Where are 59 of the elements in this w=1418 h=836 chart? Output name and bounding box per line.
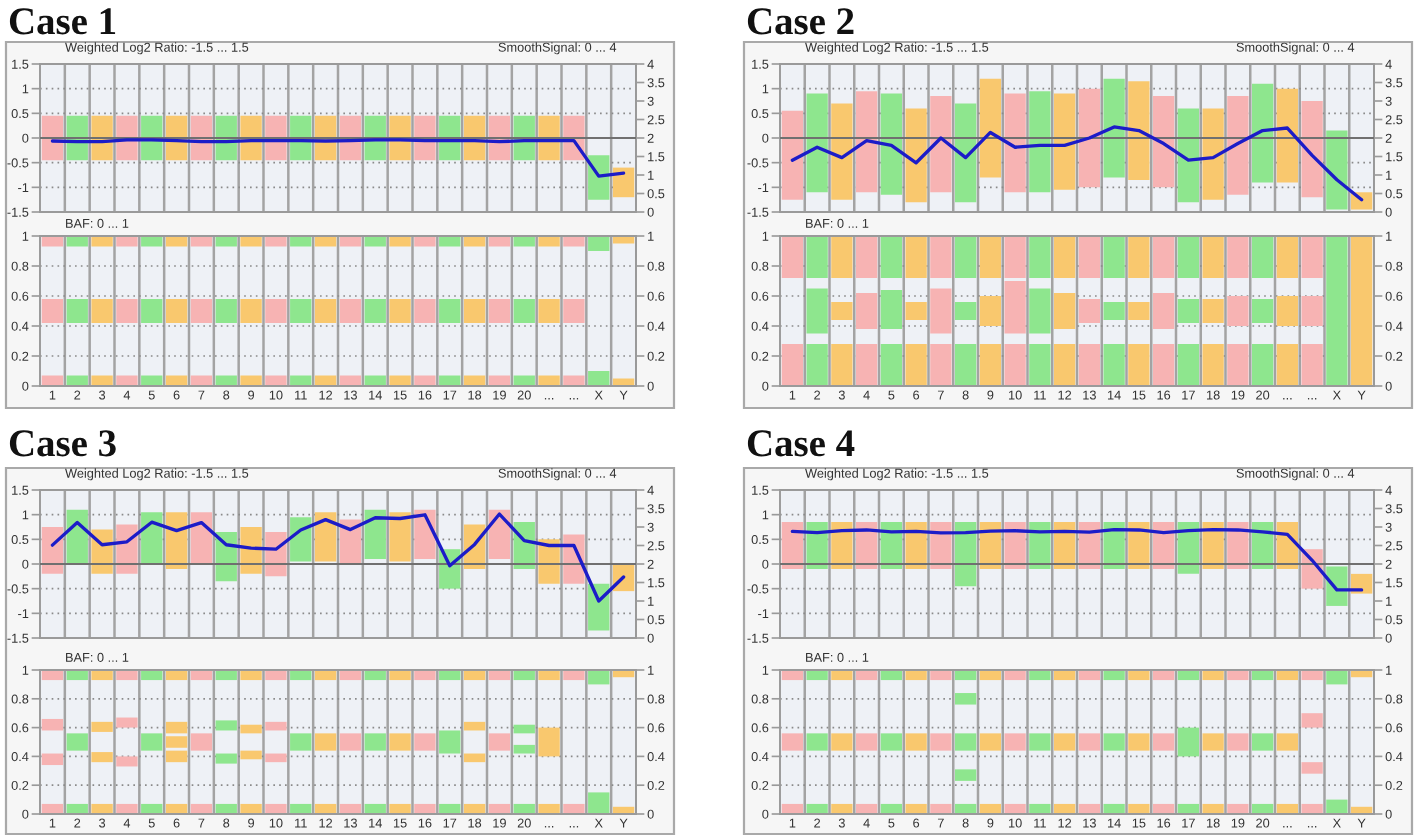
bar: [290, 517, 312, 562]
bar: [439, 730, 461, 754]
bar: [190, 299, 213, 323]
bar: [979, 78, 1002, 178]
bar: [463, 753, 486, 763]
bar: [1078, 88, 1101, 188]
bar: [1053, 93, 1076, 190]
bar: [954, 103, 977, 203]
bar: [1276, 88, 1299, 183]
bar: [1301, 101, 1323, 198]
bar: [91, 752, 113, 763]
bar: [116, 299, 138, 323]
bar: [290, 733, 312, 751]
bar: [41, 299, 64, 323]
bar: [905, 108, 927, 203]
bar: [240, 750, 262, 760]
bar: [954, 522, 977, 587]
bar: [563, 299, 585, 323]
bar: [265, 299, 287, 323]
bar: [806, 93, 828, 193]
bar: [1103, 78, 1125, 178]
bar: [240, 724, 262, 734]
bar: [414, 299, 436, 323]
bar: [141, 512, 163, 564]
bar: [1251, 83, 1274, 183]
bar: [855, 91, 878, 193]
line-series: [50, 138, 626, 178]
bar: [1177, 108, 1200, 203]
bar: [781, 522, 804, 569]
bar: [314, 512, 337, 562]
bar: [463, 721, 486, 731]
bar: [364, 733, 386, 751]
bar: [831, 103, 853, 200]
bar: [880, 93, 903, 195]
bar: [1004, 93, 1026, 193]
bar: [91, 721, 113, 732]
line-series: [790, 125, 1364, 202]
line-series: [50, 512, 626, 603]
bar: [339, 299, 362, 323]
bar: [1227, 96, 1249, 195]
bar: [930, 96, 952, 193]
bar: [1152, 96, 1175, 188]
chart-title: Case 3: [9, 430, 116, 457]
bar: [1128, 81, 1150, 180]
bar: [364, 509, 386, 560]
chart-title: Case 2: [747, 8, 854, 35]
line-series: [790, 527, 1364, 592]
bar: [781, 110, 804, 200]
bar: [1029, 91, 1051, 193]
bar: [1202, 108, 1224, 200]
chart-title: Case 4: [747, 430, 855, 457]
bar: [389, 512, 411, 562]
bar: [488, 299, 511, 323]
bar: [612, 167, 635, 198]
bar: [1326, 130, 1348, 210]
chart-title: Case 1: [9, 8, 116, 35]
bar: [1029, 522, 1051, 569]
bar: [66, 733, 88, 751]
bar: [141, 733, 163, 751]
